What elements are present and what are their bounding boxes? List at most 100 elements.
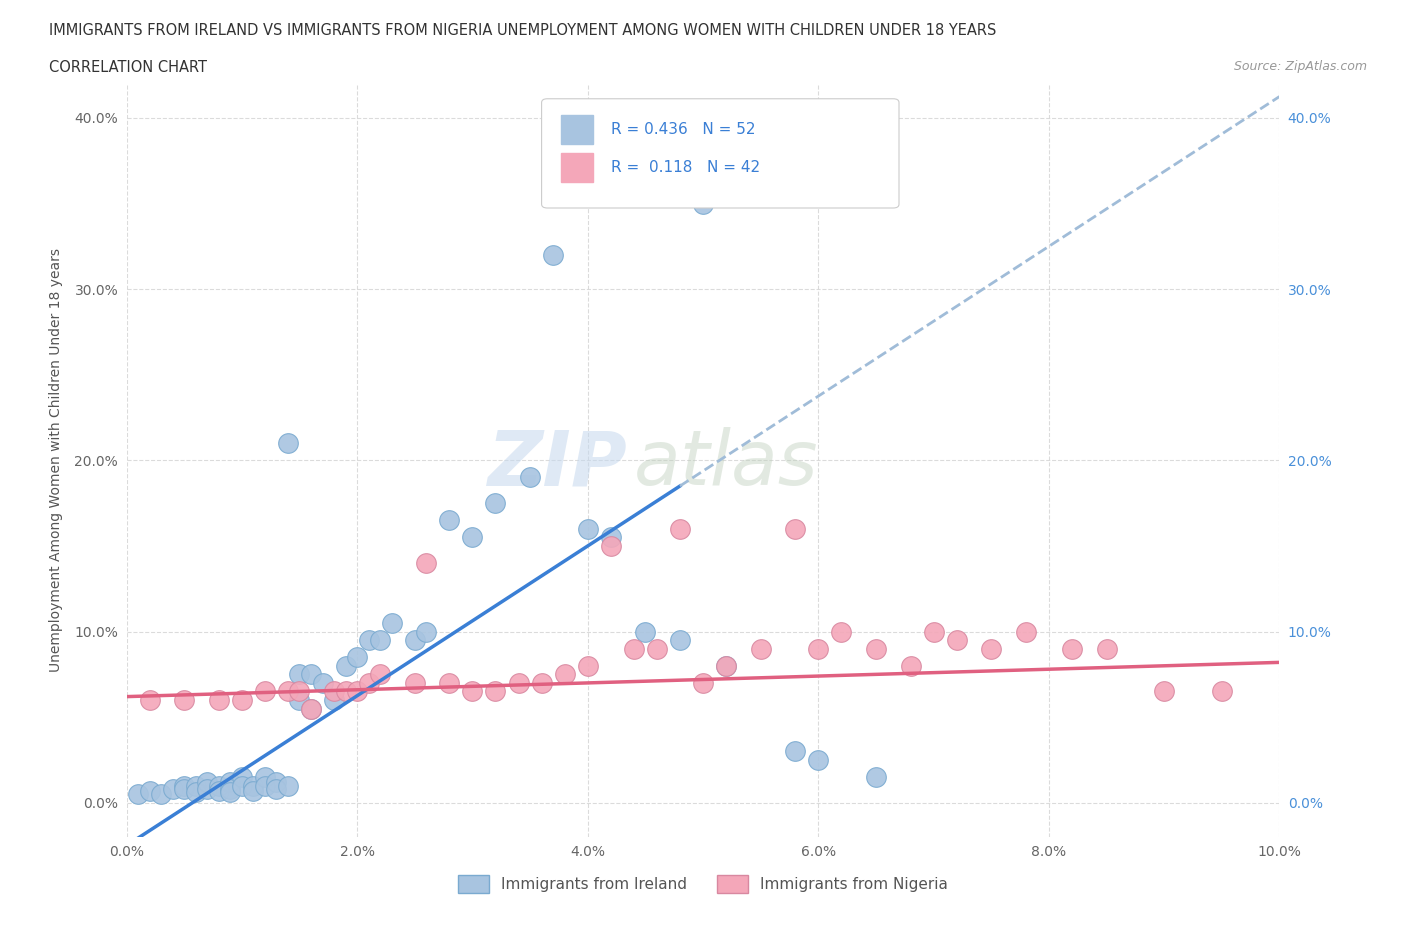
Point [980,642,1002,657]
Text: R = 0.436   N = 52: R = 0.436 N = 52 [610,122,755,137]
Point [830,624,852,639]
Point [208,783,231,798]
Point [335,658,357,673]
Point [173,781,195,796]
Point [415,624,437,639]
Point [541,247,564,262]
Point [368,632,391,647]
Text: R =  0.118   N = 42: R = 0.118 N = 42 [610,160,759,175]
Point [150,787,173,802]
Y-axis label: Unemployment Among Women with Children Under 18 years: Unemployment Among Women with Children U… [49,248,63,672]
Text: CORRELATION CHART: CORRELATION CHART [49,60,207,75]
Point [277,436,299,451]
Point [484,684,506,699]
Point [266,781,288,796]
Point [484,496,506,511]
Point [242,783,264,798]
Text: ZIP: ZIP [488,427,628,501]
Point [634,624,657,639]
Point [415,555,437,570]
Point [184,778,207,793]
Point [714,658,737,673]
Point [162,781,184,796]
Point [231,693,253,708]
Point [692,196,714,211]
Point [173,778,195,793]
Point [277,684,299,699]
Point [807,752,830,767]
Point [173,693,195,708]
Point [231,770,253,785]
Point [323,684,346,699]
Point [288,693,311,708]
Point [692,675,714,690]
Bar [561,153,593,181]
Point [1153,684,1175,699]
Legend: Immigrants from Ireland, Immigrants from Nigeria: Immigrants from Ireland, Immigrants from… [451,869,955,898]
Point [288,684,311,699]
Point [945,632,967,647]
Point [253,770,276,785]
Point [645,642,668,657]
Point [749,642,772,657]
Point [138,693,160,708]
Point [335,684,357,699]
Point [299,667,322,682]
Point [900,658,922,673]
Point [519,470,541,485]
Point [404,675,426,690]
Point [785,744,807,759]
Point [1095,642,1118,657]
Point [439,675,461,690]
Bar [561,115,593,144]
Point [231,778,253,793]
Point [138,783,160,798]
Point [208,778,231,793]
Point [785,522,807,537]
Point [195,781,218,796]
Point [346,650,368,665]
Point [127,787,149,802]
Point [508,675,530,690]
Point [242,778,264,793]
Point [404,632,426,647]
Point [219,781,242,796]
FancyBboxPatch shape [541,99,898,208]
Point [461,684,484,699]
Point [1060,642,1083,657]
Point [208,693,231,708]
Point [669,632,692,647]
Point [311,675,333,690]
Point [357,632,380,647]
Point [299,701,322,716]
Text: IMMIGRANTS FROM IRELAND VS IMMIGRANTS FROM NIGERIA UNEMPLOYMENT AMONG WOMEN WITH: IMMIGRANTS FROM IRELAND VS IMMIGRANTS FR… [49,23,997,38]
Point [623,642,645,657]
Point [530,675,553,690]
Point [1015,624,1038,639]
Point [184,785,207,800]
Point [219,775,242,790]
Point [381,616,404,631]
Point [865,770,887,785]
Point [277,778,299,793]
Point [357,675,380,690]
Point [461,530,484,545]
Point [576,522,599,537]
Point [922,624,945,639]
Point [219,785,242,800]
Point [288,667,311,682]
Point [714,658,737,673]
Point [195,775,218,790]
Point [253,778,276,793]
Point [669,522,692,537]
Point [346,684,368,699]
Point [368,667,391,682]
Point [1211,684,1233,699]
Point [554,667,576,682]
Point [299,701,322,716]
Point [599,530,621,545]
Point [323,693,346,708]
Point [807,642,830,657]
Point [266,775,288,790]
Point [576,658,599,673]
